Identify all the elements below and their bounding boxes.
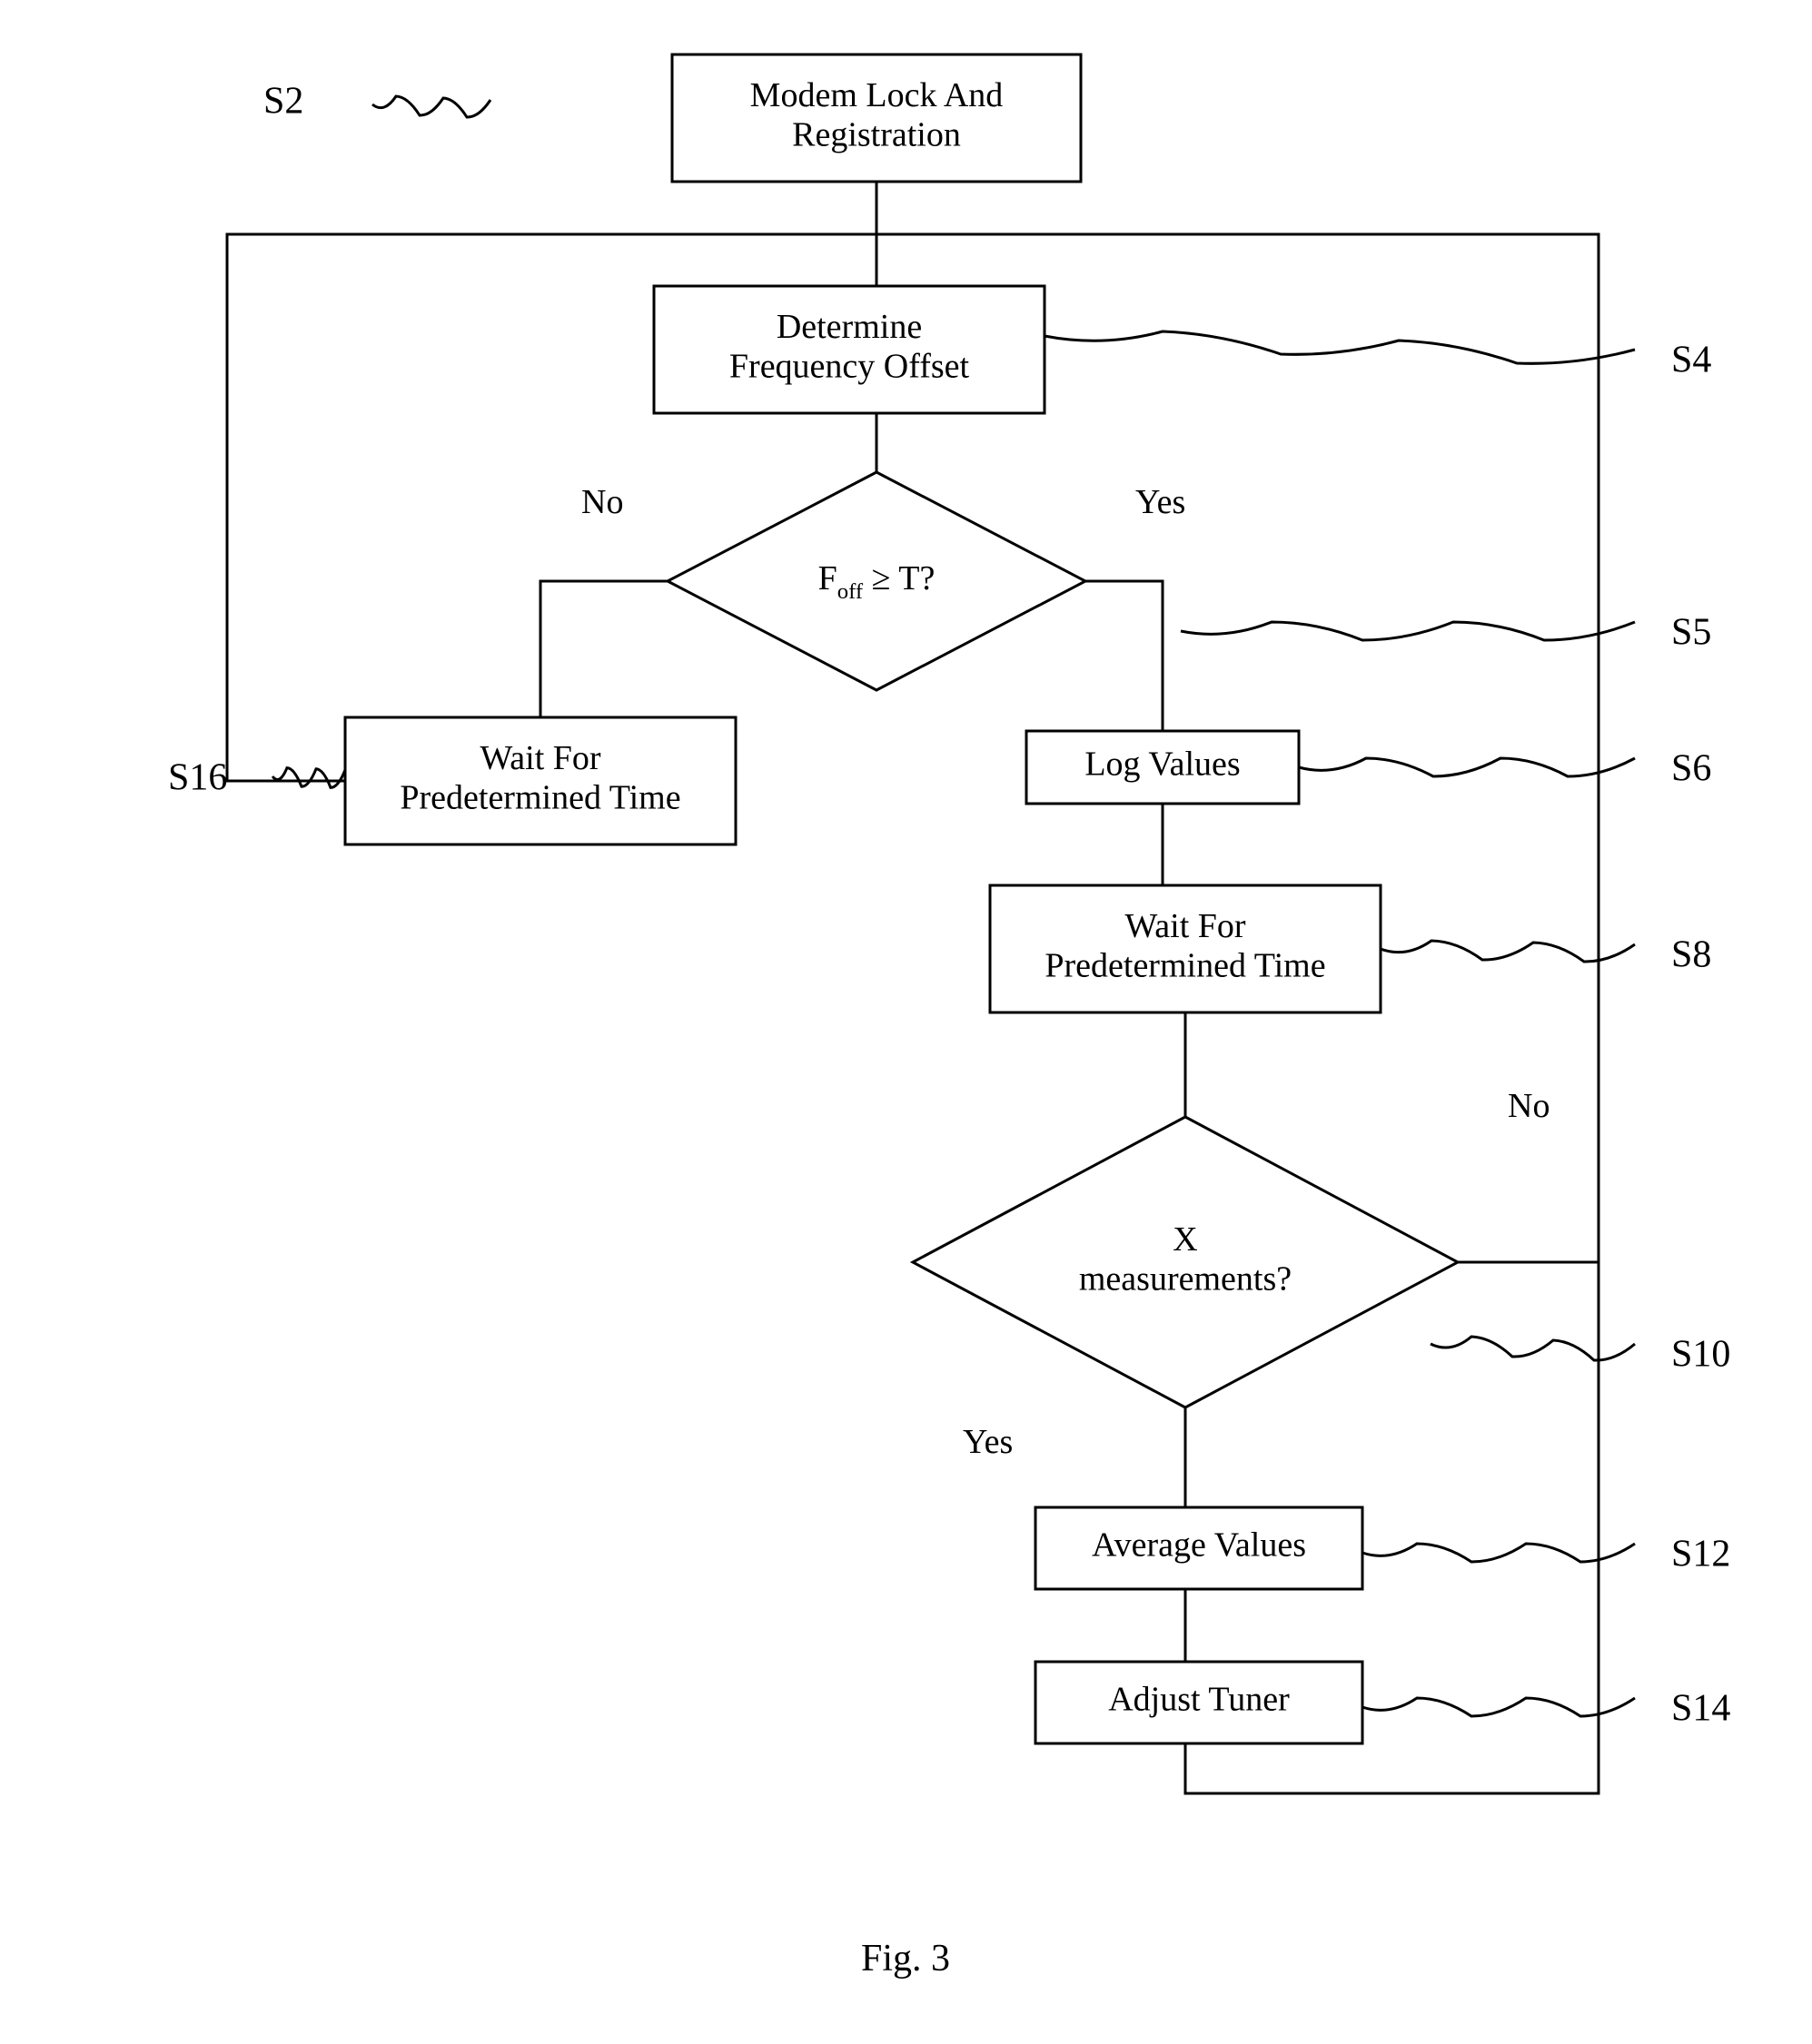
step-label-S6: S6: [1671, 748, 1711, 790]
step-label-S14: S14: [1671, 1688, 1730, 1730]
edge-label-e-s10-s12: Yes: [963, 1423, 1013, 1461]
lead-S12: [1362, 1544, 1635, 1562]
node-text-s16-0: Wait For: [480, 739, 600, 777]
node-text-s8-1: Predetermined Time: [1045, 947, 1325, 985]
step-label-S16: S16: [168, 757, 227, 799]
node-text-s2-1: Registration: [792, 116, 961, 154]
node-text-s4-1: Frequency Offset: [729, 348, 970, 386]
node-text-s4-0: Determine: [777, 308, 922, 346]
node-text-s10-0: X: [1173, 1220, 1197, 1259]
node-text-s6-0: Log Values: [1084, 746, 1240, 784]
step-label-S5: S5: [1671, 612, 1711, 654]
lead-S8: [1381, 941, 1635, 962]
node-text-s12-0: Average Values: [1092, 1526, 1306, 1565]
lead-S10: [1431, 1337, 1635, 1360]
node-text-s2-0: Modem Lock And: [750, 76, 1004, 114]
edge-label-e-s10-no: No: [1508, 1087, 1550, 1125]
figure-caption: Fig. 3: [861, 1938, 950, 1980]
lead-S4: [1045, 331, 1635, 363]
lead-S5: [1181, 622, 1635, 640]
lead-S14: [1362, 1698, 1635, 1716]
node-text-s10-1: measurements?: [1079, 1260, 1292, 1298]
step-label-S12: S12: [1671, 1534, 1730, 1575]
edge-label-e-s5-s16: No: [581, 483, 623, 521]
node-text-s16-1: Predetermined Time: [400, 779, 680, 817]
edge-label-e-s5-s6: Yes: [1135, 483, 1185, 521]
lead-S6: [1299, 758, 1635, 776]
step-label-S2: S2: [263, 81, 303, 123]
node-text-s8-0: Wait For: [1124, 907, 1245, 945]
edge-e-s5-s16: [540, 581, 668, 717]
step-label-S8: S8: [1671, 934, 1711, 976]
lead-S2: [372, 96, 490, 117]
lead-S16: [272, 768, 345, 788]
step-label-S4: S4: [1671, 340, 1711, 381]
edge-e-s5-s6: [1085, 581, 1163, 731]
node-text-s14-0: Adjust Tuner: [1108, 1681, 1290, 1719]
step-label-S10: S10: [1671, 1334, 1730, 1376]
